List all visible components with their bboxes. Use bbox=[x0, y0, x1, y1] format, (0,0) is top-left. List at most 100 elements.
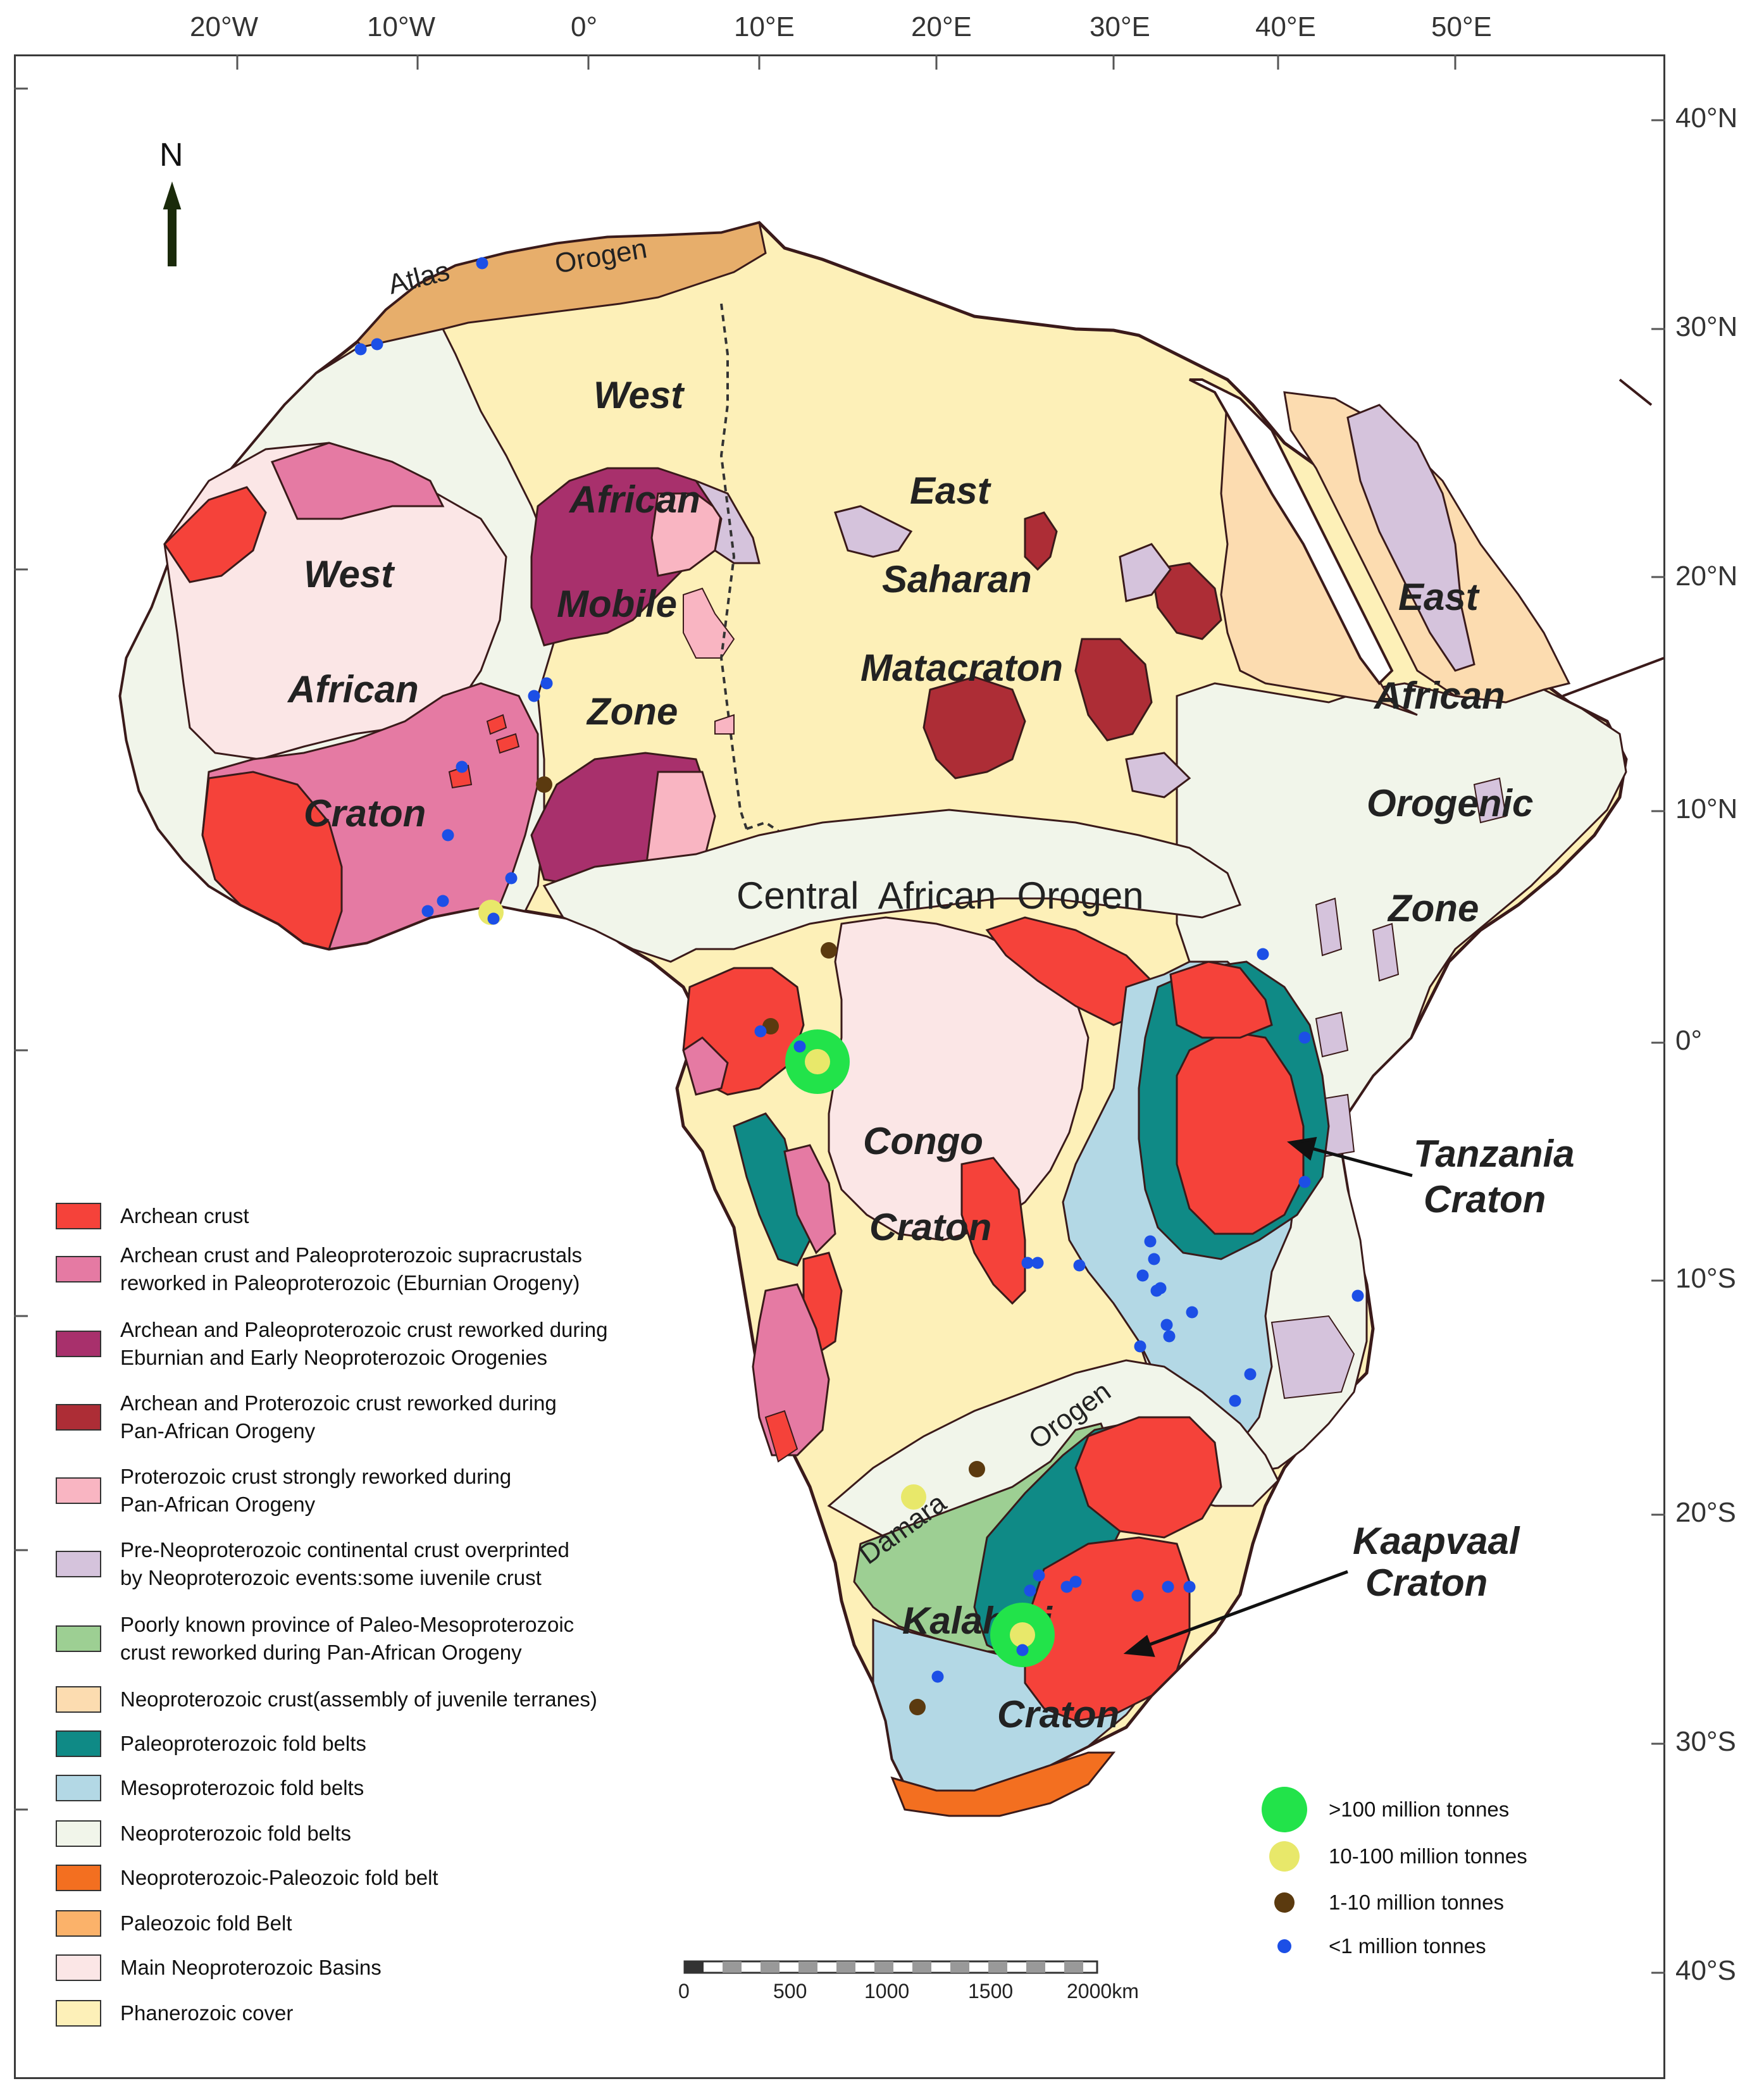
tanzania-arrow-head-icon bbox=[1287, 1136, 1317, 1161]
deposit-tiny bbox=[1257, 948, 1269, 960]
deposit-tiny bbox=[1298, 1176, 1311, 1188]
deposit-tiny bbox=[540, 677, 553, 690]
legend-item: Poorly known province of Paleo-Mesoprote… bbox=[56, 1611, 574, 1667]
latitude-label: 40°N bbox=[1675, 102, 1738, 134]
label-eaoz-2: African bbox=[1373, 674, 1505, 717]
deposit-tiny bbox=[793, 1040, 806, 1053]
legend-item: Archean and Proterozoic crust reworked d… bbox=[56, 1389, 557, 1445]
latitude-label: 10°S bbox=[1675, 1263, 1736, 1294]
label-wac-2: African bbox=[287, 668, 419, 711]
legend-label: Archean crust bbox=[120, 1204, 249, 1227]
size-dot-medium-icon bbox=[1269, 1841, 1300, 1872]
cape-fold-belt bbox=[890, 1751, 1116, 1817]
deposit-tiny bbox=[1148, 1253, 1160, 1265]
tanzania-archean-north bbox=[1169, 960, 1273, 1039]
deposit-tiny bbox=[1131, 1589, 1144, 1602]
north-arrow: N bbox=[159, 137, 183, 266]
latitude-label: 10°N bbox=[1675, 793, 1738, 824]
congo-paleo-belt bbox=[733, 1112, 811, 1267]
legend-label: Neoproterozoic fold belts bbox=[120, 1822, 352, 1845]
legend-label: Archean and Proterozoic crust reworked d… bbox=[120, 1391, 557, 1443]
red-sea bbox=[1189, 378, 1394, 686]
mobile-zone-small-pink bbox=[683, 587, 735, 659]
size-legend-label: 10-100 million tonnes bbox=[1329, 1844, 1527, 1868]
legend-swatch bbox=[56, 1551, 101, 1577]
deposit-tiny bbox=[1021, 1257, 1034, 1269]
legend-swatch bbox=[56, 1625, 101, 1652]
central-african-orogen bbox=[542, 809, 1241, 963]
legend-label: Proterozoic crust strongly reworked duri… bbox=[120, 1465, 512, 1516]
size-legend-label: 1-10 million tonnes bbox=[1329, 1891, 1504, 1914]
longitude-label: 0° bbox=[571, 11, 598, 42]
deposit-tiny bbox=[437, 895, 449, 907]
deposit-tiny bbox=[476, 257, 488, 270]
deposit-tiny bbox=[528, 690, 540, 702]
label-congo-1: Congo bbox=[863, 1120, 983, 1162]
longitude-label: 10°E bbox=[734, 11, 795, 42]
deposit-tiny bbox=[371, 338, 383, 351]
callout-arrows bbox=[1123, 1136, 1413, 1657]
deposit-tiny bbox=[1073, 1259, 1086, 1272]
deposit-tiny bbox=[354, 343, 367, 356]
size-legend-item: >100 million tonnes bbox=[1259, 1784, 1509, 1835]
longitude-label: 40°E bbox=[1255, 11, 1316, 42]
label-congo-2: Craton bbox=[869, 1206, 991, 1248]
graticule-ticks bbox=[14, 54, 1665, 1974]
legend-item: Archean crust and Paleoproterozoic supra… bbox=[56, 1241, 582, 1297]
deposit-tiny bbox=[442, 829, 454, 842]
deposit-tiny bbox=[1186, 1306, 1198, 1319]
legend-label: Paleozoic fold Belt bbox=[120, 1911, 292, 1935]
label-wamz-2: African bbox=[568, 478, 700, 521]
deposit-tiny bbox=[421, 905, 434, 917]
legend-swatch bbox=[56, 1331, 101, 1357]
deposit-tiny bbox=[1163, 1330, 1176, 1343]
deposit-markers bbox=[354, 257, 1364, 1715]
deposit-small bbox=[909, 1699, 926, 1715]
deposit-tiny bbox=[1134, 1340, 1146, 1353]
longitude-label: 50°E bbox=[1431, 11, 1492, 42]
legend-item: Paleoproterozoic fold belts bbox=[56, 1730, 366, 1758]
label-esm-1: East bbox=[910, 469, 992, 512]
label-central-african-orogen: Central African Orogen bbox=[736, 874, 1144, 917]
label-kaapvaal-2: Craton bbox=[1365, 1562, 1488, 1604]
size-dot-tiny-icon bbox=[1277, 1939, 1291, 1953]
size-legend-item: <1 million tonnes bbox=[1259, 1934, 1486, 1959]
label-esm-2: Saharan bbox=[882, 558, 1032, 600]
deposit-tiny bbox=[754, 1025, 767, 1038]
east-lilac-3 bbox=[1372, 922, 1400, 982]
label-tanzania-1: Tanzania bbox=[1413, 1133, 1575, 1175]
north-arrow-label: N bbox=[159, 137, 183, 173]
saharan-lilac-1 bbox=[834, 505, 913, 558]
deposit-small bbox=[821, 942, 837, 959]
deposit-tiny bbox=[1060, 1581, 1073, 1593]
label-wamz-4: Zone bbox=[586, 690, 678, 733]
legend-item: Main Neoproterozoic Basins bbox=[56, 1954, 382, 1982]
mobile-zone-north-pink bbox=[650, 492, 723, 577]
deposit-medium bbox=[901, 1484, 926, 1510]
size-dot-small-icon bbox=[1274, 1892, 1295, 1913]
saharan-pink-1 bbox=[714, 714, 735, 735]
deposit-tiny bbox=[1031, 1257, 1044, 1269]
deposit-small bbox=[969, 1461, 985, 1477]
longitude-label: 20°E bbox=[911, 11, 972, 42]
deposit-tiny bbox=[1229, 1394, 1241, 1407]
mobile-zone-north-lilac bbox=[693, 478, 761, 564]
congo-pink-strip bbox=[783, 1144, 836, 1255]
deposit-tiny bbox=[1144, 1235, 1157, 1248]
latitude-label: 0° bbox=[1675, 1025, 1703, 1056]
label-eaoz-4: Zone bbox=[1387, 887, 1479, 929]
saharan-block-2 bbox=[1150, 562, 1222, 640]
deposit-medium bbox=[1010, 1622, 1035, 1648]
archean-man-shield bbox=[201, 771, 343, 950]
scale-tick-1000: 1000 bbox=[864, 1980, 909, 2003]
label-wac-1: West bbox=[304, 553, 395, 595]
deposit-tiny bbox=[1033, 1569, 1045, 1582]
size-legend-label: <1 million tonnes bbox=[1329, 1934, 1486, 1958]
legend-swatch bbox=[56, 1686, 101, 1713]
legend-item: Neoproterozoic crust(assembly of juvenil… bbox=[56, 1686, 597, 1713]
archean-wac-north bbox=[163, 486, 267, 583]
size-legend-item: 1-10 million tonnes bbox=[1259, 1887, 1504, 1918]
latitude-label: 40°S bbox=[1675, 1955, 1736, 1986]
kaapvaal-arrow bbox=[1141, 1570, 1348, 1649]
